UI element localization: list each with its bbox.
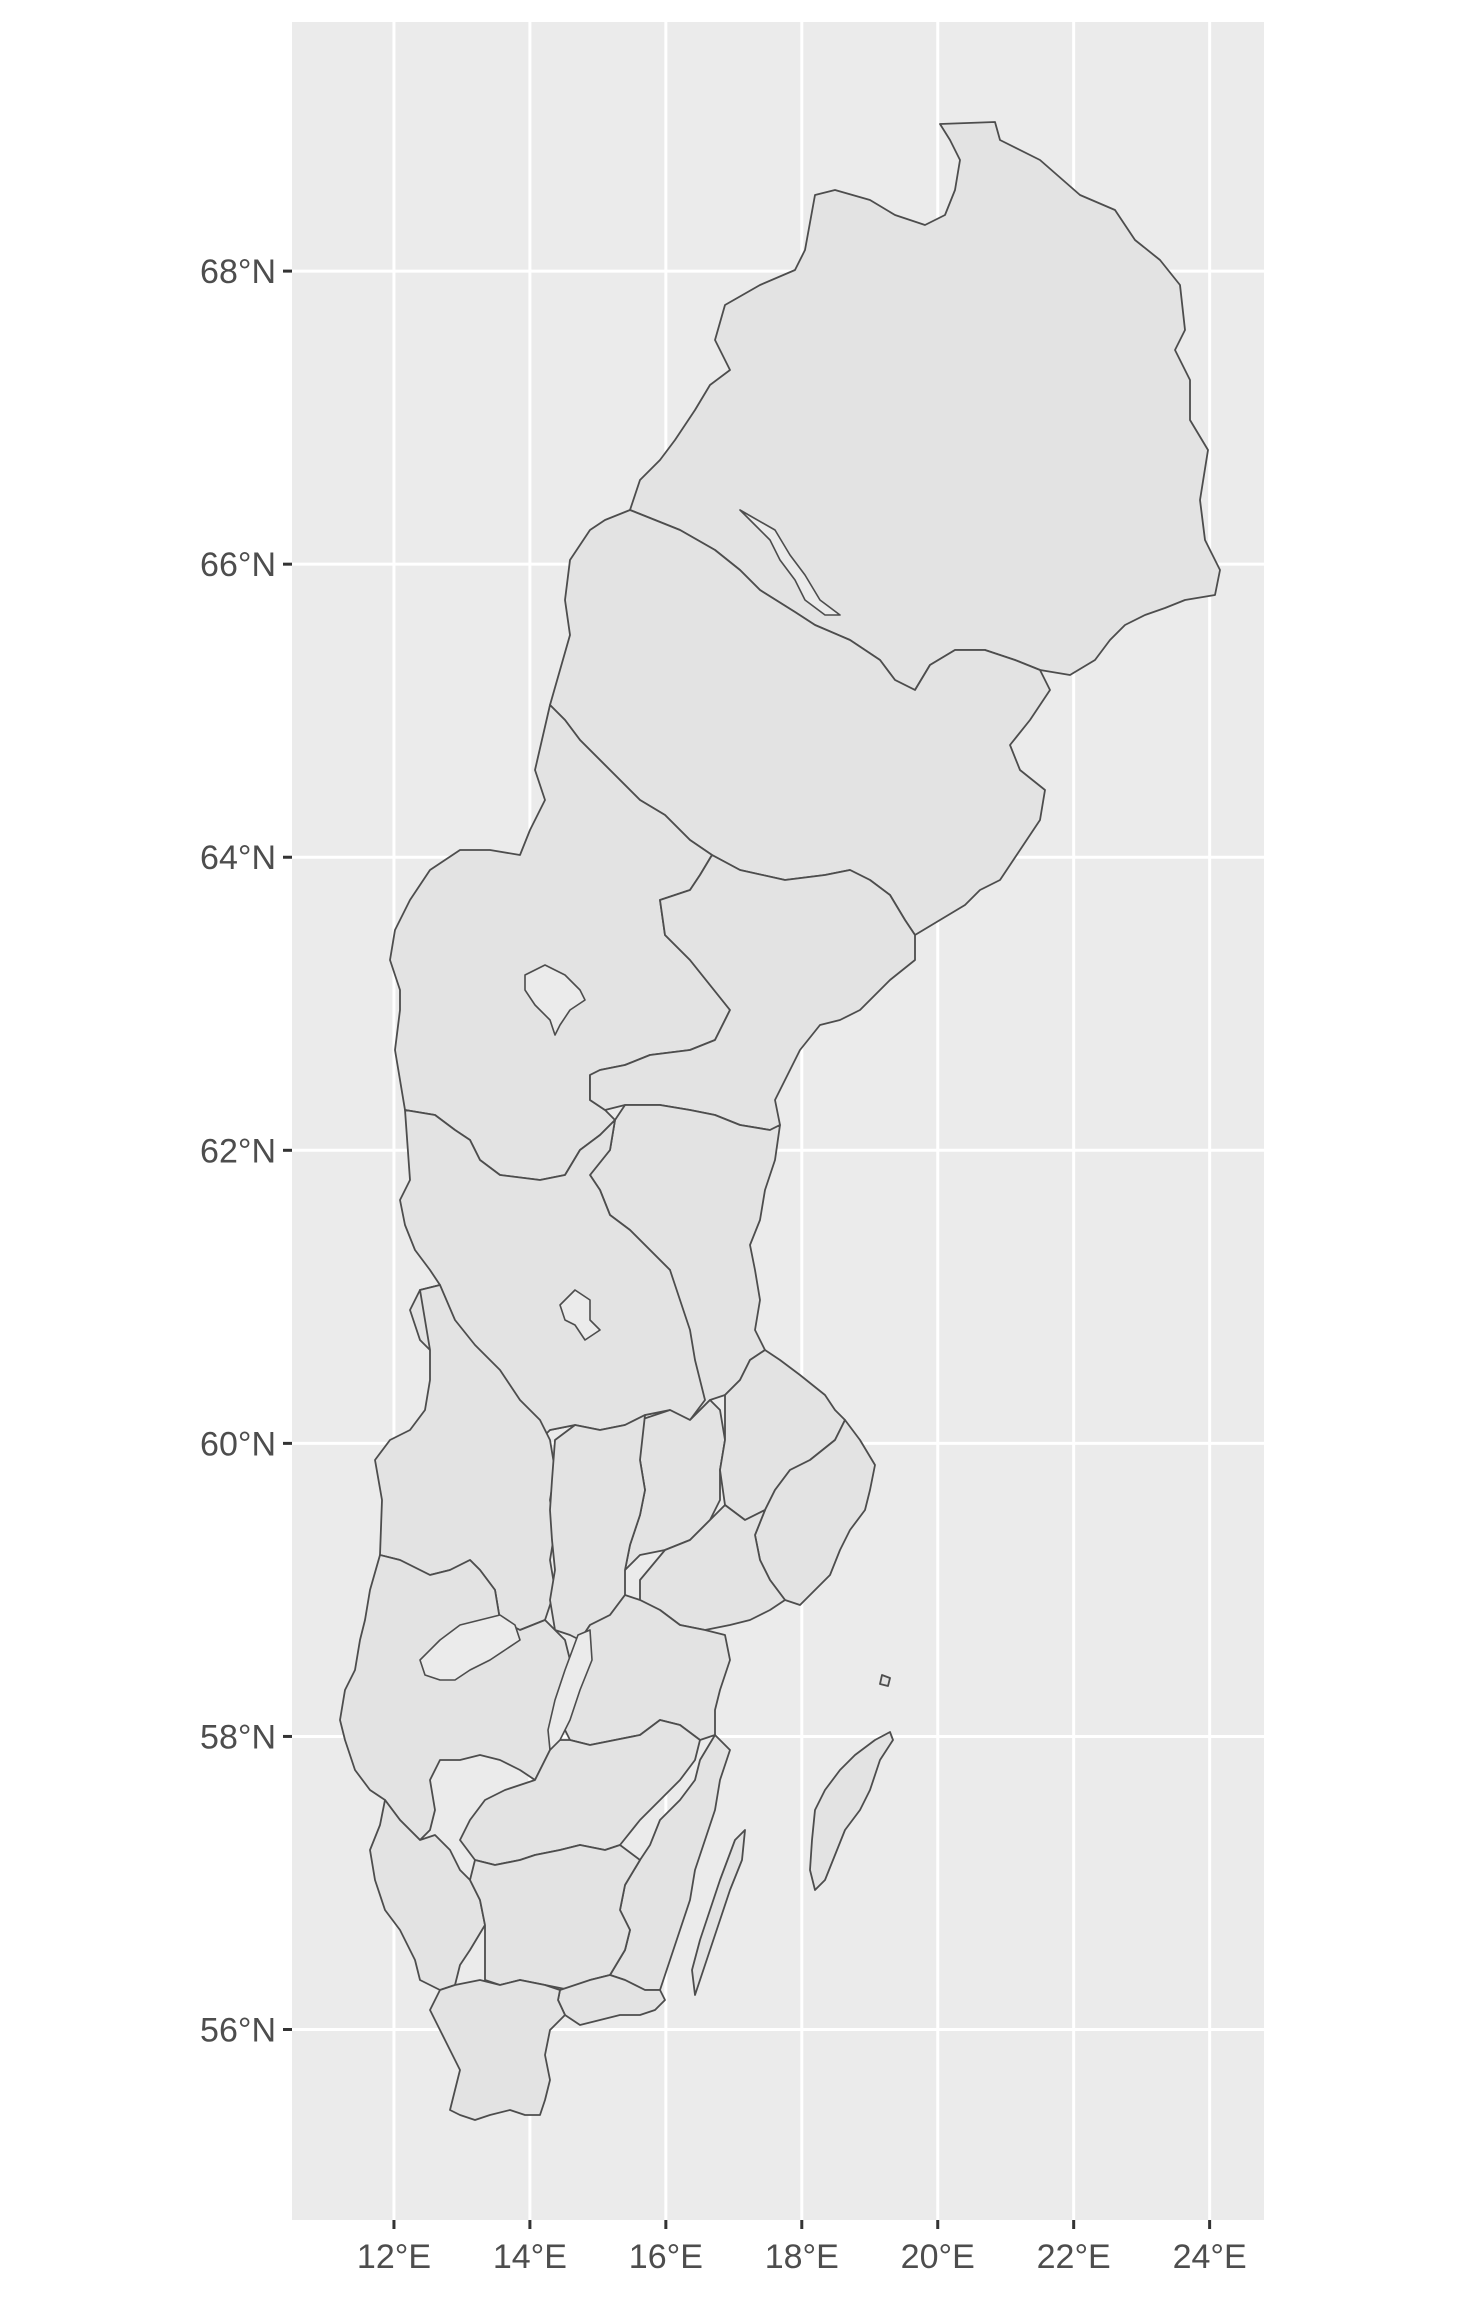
lakes <box>419 509 841 1751</box>
y-tick-label: 56°N <box>200 2012 276 2050</box>
x-tick-label: 20°E <box>901 2238 975 2276</box>
island-oland <box>691 1829 746 1996</box>
y-tick-label: 66°N <box>200 546 276 584</box>
x-tick-label: 18°E <box>765 2238 839 2276</box>
y-tick-label: 58°N <box>200 1718 276 1756</box>
y-tick-label: 64°N <box>200 839 276 877</box>
island-gotska-sandon <box>879 1674 891 1687</box>
island-gotland <box>809 1731 894 1891</box>
x-tick-label: 12°E <box>357 2238 431 2276</box>
lake-vanern <box>419 1614 521 1681</box>
x-axis-labels: 12°E 14°E 16°E 18°E 20°E 22°E 24°E <box>357 2238 1247 2276</box>
islands <box>691 1674 894 1996</box>
county-jonkoping <box>459 1719 701 1866</box>
county-borders <box>339 121 1221 2121</box>
county-blekinge <box>557 1974 666 2026</box>
county-halland <box>369 1799 486 1991</box>
y-tick-label: 60°N <box>200 1425 276 1463</box>
x-tick-label: 14°E <box>493 2238 567 2276</box>
y-tick-label: 62°N <box>200 1132 276 1170</box>
lake-siljan <box>559 1289 601 1341</box>
lake-hornavan <box>739 509 841 616</box>
x-tick-label: 24°E <box>1173 2238 1247 2276</box>
county-skane <box>429 1979 566 2121</box>
county-ostergotland <box>559 1594 731 1746</box>
y-axis-labels: 56°N 58°N 60°N 62°N 64°N 66°N 68°N <box>200 253 276 2049</box>
axis-ticks <box>283 269 1212 2229</box>
lake-storsjon <box>524 964 586 1036</box>
x-tick-label: 16°E <box>629 2238 703 2276</box>
y-tick-label: 68°N <box>200 253 276 291</box>
county-kronoberg <box>469 1844 641 1991</box>
lake-vattern <box>547 1629 593 1751</box>
x-tick-label: 22°E <box>1037 2238 1111 2276</box>
